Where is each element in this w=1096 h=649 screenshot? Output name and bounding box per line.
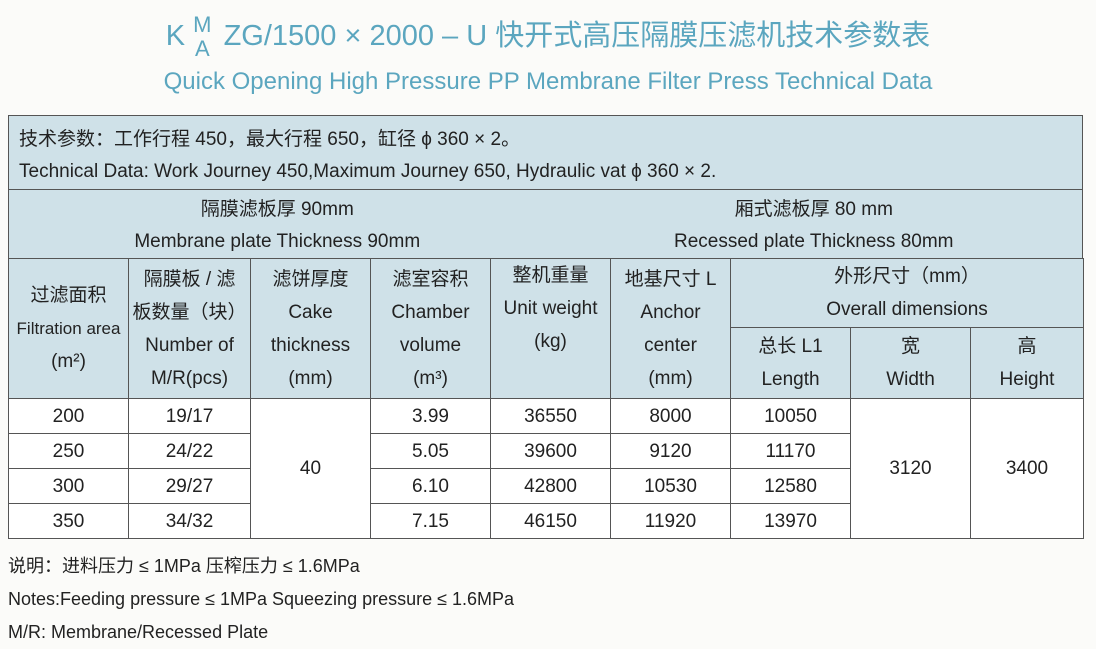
note-en: Notes:Feeding pressure ≤ 1MPa Squeezing …	[8, 589, 515, 609]
header-overall: 外形尺寸（mm） Overall dimensions	[730, 258, 1084, 328]
cell-weight: 36550	[490, 398, 611, 434]
table-row: 250 24/22 5.05 39600 9120 11170	[8, 433, 1084, 469]
cell-weight: 39600	[490, 433, 611, 469]
note-mr: M/R: Membrane/Recessed Plate	[8, 622, 269, 642]
technical-data-box: 技术参数：工作行程 450，最大行程 650，缸径 ϕ 360 × 2。 Tec…	[8, 115, 1083, 191]
header-plates: 隔膜板 / 滤板数量（块） Number of M/R(pcs)	[128, 258, 251, 399]
title-k: K	[165, 20, 186, 52]
spec-table: 过滤面积 Filtration area (m²) 隔膜板 / 滤板数量（块） Num…	[8, 258, 1084, 539]
cell-anchor: 11920	[610, 503, 731, 539]
cell-plates: 34/32	[128, 503, 251, 539]
cell-height: 3400	[970, 398, 1084, 539]
header-cake: 滤饼厚度 Cake thickness (mm)	[250, 258, 371, 399]
plate-thickness-box: 隔膜滤板厚 90mm Membrane plate Thickness 90mm …	[8, 189, 1083, 260]
cell-area: 250	[8, 433, 129, 469]
cell-length: 12580	[730, 468, 851, 504]
cell-area: 350	[8, 503, 129, 539]
cell-plates: 29/27	[128, 468, 251, 504]
tech-en: Technical Data: Work Journey 450,Maximum…	[19, 161, 717, 182]
cell-length: 13970	[730, 503, 851, 539]
title-m: M	[193, 12, 212, 38]
header-weight: 整机重量 Unit weight (kg)	[490, 258, 611, 399]
cell-weight: 46150	[490, 503, 611, 539]
cell-chamber: 3.99	[370, 398, 491, 434]
cell-width: 3120	[850, 398, 971, 539]
cell-anchor: 10530	[610, 468, 731, 504]
notes: 说明：进料压力 ≤ 1MPa 压榨压力 ≤ 1.6MPa Notes:Feedi…	[8, 550, 514, 649]
header-chamber: 滤室容积 Chamber volume (m³)	[370, 258, 491, 399]
header-anchor: 地基尺寸 L Anchor center (mm)	[610, 258, 731, 399]
page-subtitle: Quick Opening High Pressure PP Membrane …	[163, 68, 933, 95]
table-row: 200 19/17 40 3.99 36550 8000 10050 3120 3400	[8, 398, 1084, 539]
header-length: 总长 L1 Length	[730, 327, 851, 399]
membrane-cn: 隔膜滤板厚 90mm	[200, 199, 354, 220]
cell-plates: 19/17	[128, 398, 251, 434]
note-cn: 说明：进料压力 ≤ 1MPa 压榨压力 ≤ 1.6MPa	[8, 556, 360, 576]
header-width: 宽 Width	[850, 327, 971, 399]
cell-chamber: 6.10	[370, 468, 491, 504]
cell-anchor: 9120	[610, 433, 731, 469]
membrane-en: Membrane plate Thickness 90mm	[134, 231, 421, 252]
title-a: A	[194, 36, 210, 62]
recessed-cn: 厢式滤板厚 80 mm	[734, 199, 893, 220]
cell-chamber: 5.05	[370, 433, 491, 469]
cell-area: 300	[8, 468, 129, 504]
cell-length: 11170	[730, 433, 851, 469]
cell-chamber: 7.15	[370, 503, 491, 539]
cell-cake: 40	[250, 398, 371, 539]
recessed-en: Recessed plate Thickness 80mm	[674, 231, 954, 252]
membrane-plate: 隔膜滤板厚 90mm Membrane plate Thickness 90mm	[9, 194, 546, 259]
tech-cn: 技术参数：工作行程 450，最大行程 650，缸径 ϕ 360 × 2。	[19, 129, 521, 150]
recessed-plate: 厢式滤板厚 80 mm Recessed plate Thickness 80mm	[546, 194, 1083, 259]
cell-area: 200	[8, 398, 129, 434]
cell-anchor: 8000	[610, 398, 731, 434]
header-height: 高 Height	[970, 327, 1084, 399]
cell-length: 10050	[730, 398, 851, 434]
table-row: 350 34/32 7.15 46150 11920 13970	[8, 503, 1084, 539]
cell-plates: 24/22	[128, 433, 251, 469]
header-area: 过滤面积 Filtration area (m²)	[8, 258, 129, 399]
table-row: 300 29/27 6.10 42800 10530 12580	[8, 468, 1084, 504]
title-rest: ZG/1500 × 2000 – U 快开式高压隔膜压滤机技术参数表	[223, 20, 931, 52]
cell-weight: 42800	[490, 468, 611, 504]
